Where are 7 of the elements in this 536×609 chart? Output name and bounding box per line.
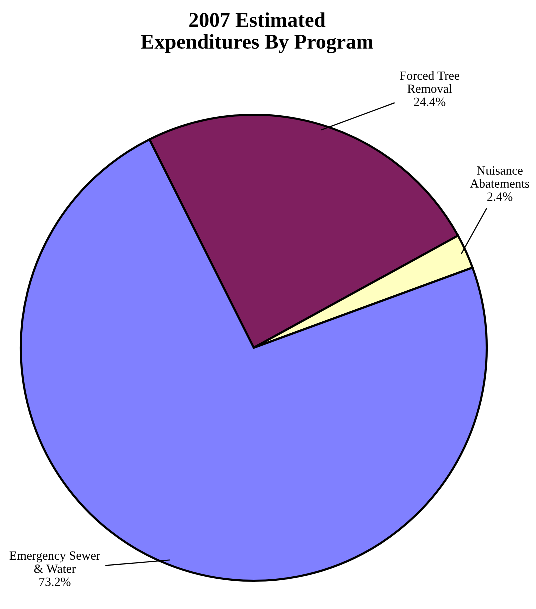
data-label: 73.2% bbox=[40, 578, 71, 586]
slice-label: Forced Tree Removal bbox=[400, 71, 460, 94]
slice-label: Nuisance Abatements bbox=[470, 166, 530, 188]
chart-title: 2007 Estimated Expenditures By Program bbox=[141, 12, 374, 54]
data-label: 2.4% bbox=[488, 192, 513, 202]
data-label: 24.4% bbox=[414, 98, 446, 106]
slice-label: Emergency Sewer & Water bbox=[10, 552, 100, 574]
